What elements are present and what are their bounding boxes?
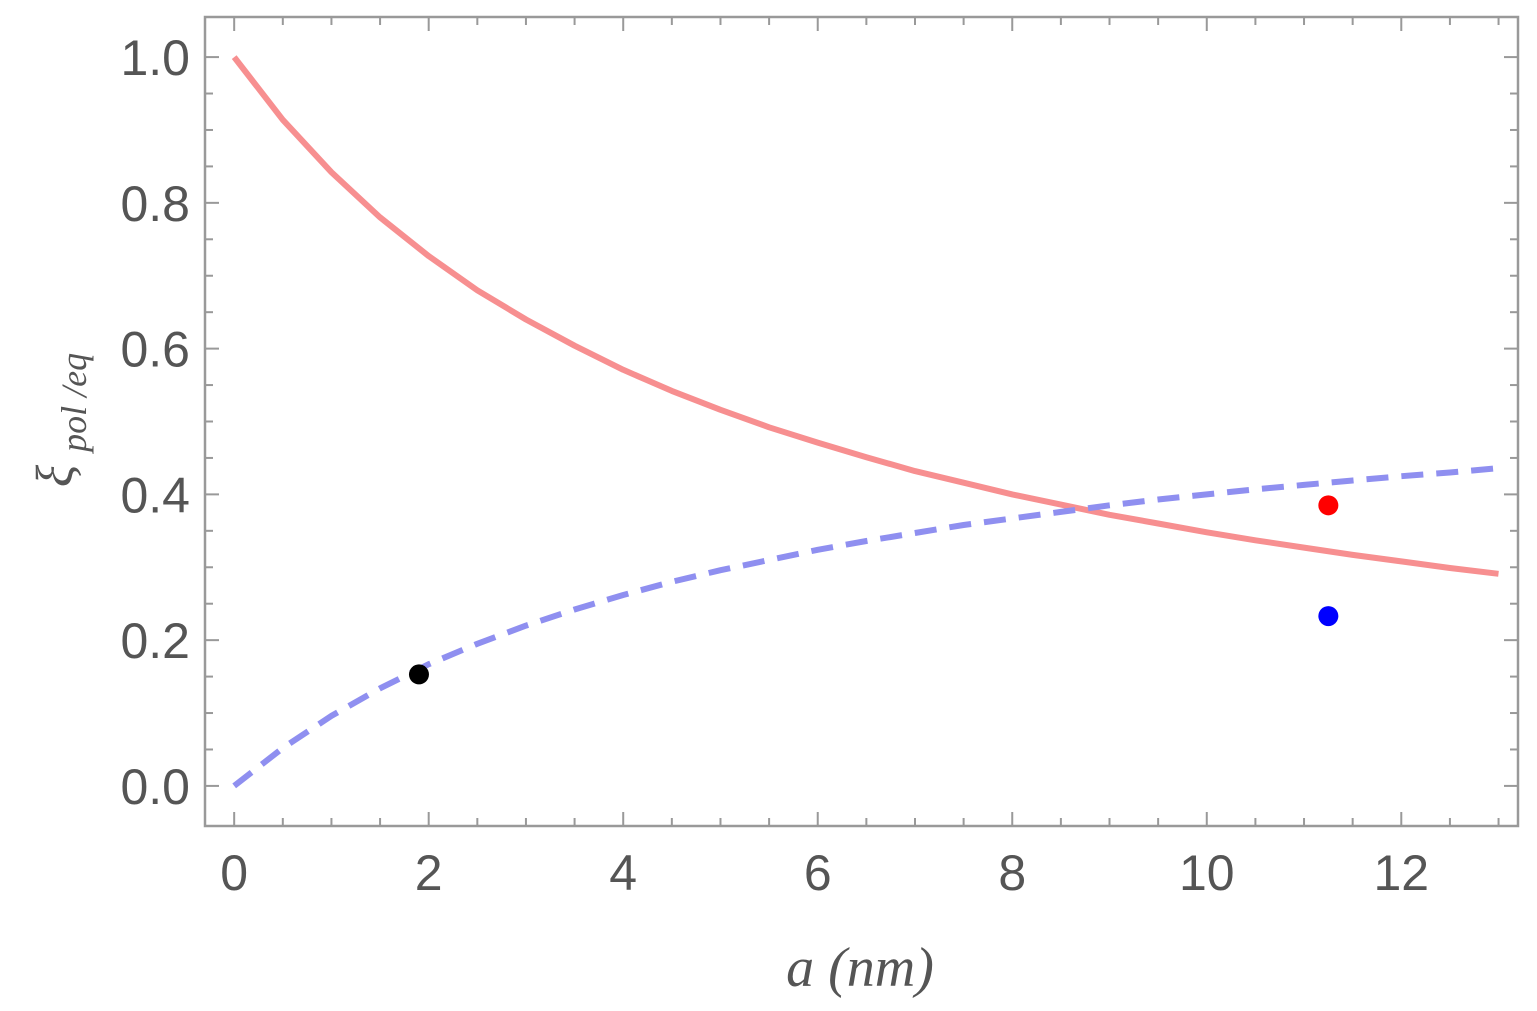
y-tick-label: 0.2 [120, 613, 190, 669]
series-layer [231, 55, 1499, 789]
y-tick-label: 0.8 [120, 176, 190, 232]
dashed-series-line [232, 465, 1499, 789]
plot-frame [203, 15, 1520, 828]
y-axis-subscript: pol /eq [54, 353, 94, 455]
x-tick-label: 10 [1179, 845, 1235, 901]
y-axis-title: ξ pol /eq [27, 353, 94, 487]
x-axis-variable: a [786, 937, 814, 999]
x-tick-label: 6 [804, 845, 832, 901]
x-axis-unit: (nm) [828, 937, 934, 999]
x-tick-label: 2 [415, 845, 443, 901]
x-tick-label: 4 [609, 845, 637, 901]
y-axis-variable: ξ [27, 464, 84, 487]
x-axis-title: a (nm) [786, 937, 934, 999]
tick-labels: 0 2 4 6 8 10 12 0.0 0.2 0.4 0.6 0.8 1.0 [120, 30, 1429, 901]
points-layer [408, 495, 1339, 685]
highlight-point [1318, 606, 1339, 627]
tick-marks [205, 17, 1518, 826]
solid-series-line [231, 55, 1499, 577]
x-tick-label: 8 [998, 845, 1026, 901]
highlight-point [1318, 495, 1339, 516]
y-tick-label: 1.0 [120, 30, 190, 86]
x-tick-label: 0 [220, 845, 248, 901]
y-tick-label: 0.4 [120, 467, 190, 523]
x-tick-label: 12 [1373, 845, 1429, 901]
y-tick-label: 0.6 [120, 322, 190, 378]
y-tick-label: 0.0 [120, 759, 190, 815]
highlight-point [408, 664, 429, 685]
